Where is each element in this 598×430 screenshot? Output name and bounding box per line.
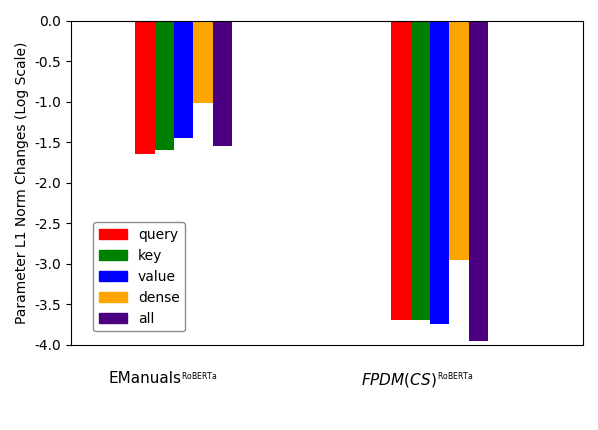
Bar xyxy=(213,21,233,146)
Text: $FPDM(CS)$: $FPDM(CS)$ xyxy=(361,371,437,389)
Bar xyxy=(135,21,155,154)
Bar xyxy=(155,21,174,150)
Bar xyxy=(174,21,194,138)
Text: $_{\mathrm{RoBERTa}}$: $_{\mathrm{RoBERTa}}$ xyxy=(437,371,474,383)
Legend: query, key, value, dense, all: query, key, value, dense, all xyxy=(93,222,185,331)
Bar xyxy=(194,21,213,103)
Bar xyxy=(430,21,450,325)
Y-axis label: Parameter L1 Norm Changes (Log Scale): Parameter L1 Norm Changes (Log Scale) xyxy=(15,41,29,324)
Bar xyxy=(469,21,489,341)
Bar xyxy=(391,21,410,320)
Text: $_{\mathrm{RoBERTa}}$: $_{\mathrm{RoBERTa}}$ xyxy=(181,371,218,383)
Text: EManuals: EManuals xyxy=(108,371,181,386)
Bar xyxy=(450,21,469,260)
Bar xyxy=(410,21,430,320)
